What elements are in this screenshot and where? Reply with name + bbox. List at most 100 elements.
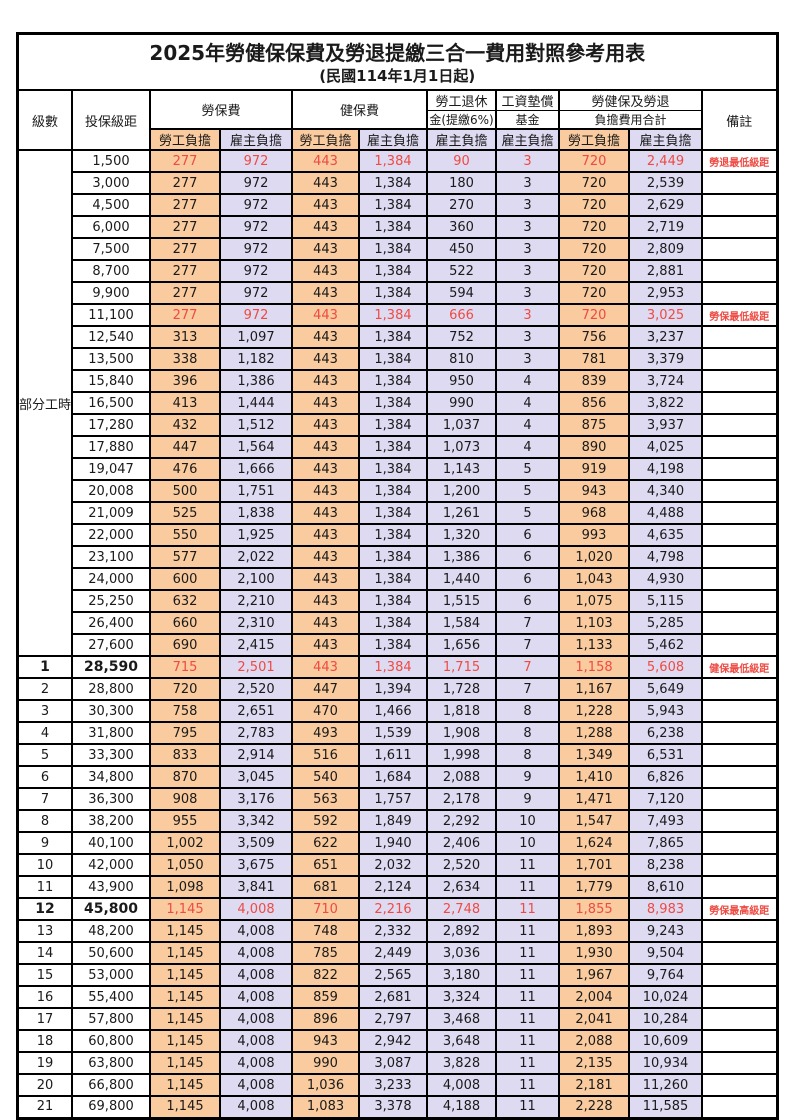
fee-cell: 690 bbox=[149, 633, 222, 657]
table-row: 18 60,800 1,145 4,008 943 2,942 3,648 11 2,088 10… bbox=[16, 1029, 779, 1053]
fee-cell: 5 bbox=[495, 501, 561, 525]
bracket-cell: 60,800 bbox=[71, 1029, 152, 1053]
fee-cell: 443 bbox=[291, 281, 361, 305]
fee-cell: 476 bbox=[149, 457, 222, 481]
fee-cell: 1,384 bbox=[358, 171, 429, 195]
fee-cell: 870 bbox=[149, 765, 222, 789]
remark-cell bbox=[701, 853, 779, 877]
level-cell: 1 bbox=[16, 655, 74, 679]
fee-cell: 7,493 bbox=[628, 809, 704, 833]
fee-cell: 1,145 bbox=[149, 941, 222, 965]
fee-cell: 1,075 bbox=[558, 589, 631, 613]
fee-cell: 277 bbox=[149, 281, 222, 305]
fee-cell: 522 bbox=[426, 259, 498, 283]
part-time-span-cell: 部分工時 bbox=[16, 149, 74, 657]
fee-cell: 3,509 bbox=[219, 831, 294, 855]
fee-cell: 651 bbox=[291, 853, 361, 877]
fee-cell: 2,449 bbox=[628, 149, 704, 173]
fee-cell: 3,379 bbox=[628, 347, 704, 371]
fee-cell: 1,145 bbox=[149, 1095, 222, 1119]
fee-cell: 666 bbox=[426, 303, 498, 327]
fee-cell: 443 bbox=[291, 457, 361, 481]
fee-cell: 2,088 bbox=[558, 1029, 631, 1053]
fee-cell: 4,798 bbox=[628, 545, 704, 569]
fee-cell: 443 bbox=[291, 545, 361, 569]
fee-cell: 1,384 bbox=[358, 435, 429, 459]
fee-cell: 2,178 bbox=[426, 787, 498, 811]
fee-cell: 11 bbox=[495, 1007, 561, 1031]
fee-cell: 3 bbox=[495, 215, 561, 239]
fee-cell: 443 bbox=[291, 259, 361, 283]
fee-cell: 277 bbox=[149, 149, 222, 173]
fee-cell: 1,410 bbox=[558, 765, 631, 789]
fee-cell: 1,384 bbox=[358, 655, 429, 679]
col-header-fund-line2: 基金 bbox=[495, 110, 561, 130]
bracket-cell: 43,900 bbox=[71, 875, 152, 899]
fee-cell: 5,649 bbox=[628, 677, 704, 701]
level-cell: 5 bbox=[16, 743, 74, 767]
fee-cell: 270 bbox=[426, 193, 498, 217]
fee-cell: 1,145 bbox=[149, 1029, 222, 1053]
table-row: 13,500 338 1,182 443 1,384 810 3 781 3,379 bbox=[18, 347, 779, 371]
fee-cell: 972 bbox=[219, 281, 294, 305]
fee-cell: 3 bbox=[495, 347, 561, 371]
fee-cell: 993 bbox=[558, 523, 631, 547]
fee-cell: 1,002 bbox=[149, 831, 222, 855]
table-row: 15 53,000 1,145 4,008 822 2,565 3,180 11 1,967 9,… bbox=[16, 963, 779, 987]
fee-cell: 5,943 bbox=[628, 699, 704, 723]
remark-cell bbox=[701, 171, 779, 195]
remark-cell: 勞保最低級距 bbox=[701, 303, 779, 327]
remark-cell bbox=[701, 325, 779, 349]
fee-cell: 2,216 bbox=[358, 897, 429, 921]
fee-cell: 2,041 bbox=[558, 1007, 631, 1031]
fee-cell: 600 bbox=[149, 567, 222, 591]
fee-cell: 756 bbox=[558, 325, 631, 349]
fee-cell: 1,998 bbox=[426, 743, 498, 767]
fee-cell: 7,865 bbox=[628, 831, 704, 855]
fee-cell: 1,384 bbox=[358, 589, 429, 613]
fee-cell: 550 bbox=[149, 523, 222, 547]
bracket-cell: 30,300 bbox=[71, 699, 152, 723]
fee-cell: 10 bbox=[495, 809, 561, 833]
fee-reference-table: 2025年勞健保保費及勞退提繳三合一費用對照參考用表 (民國114年1月1日起)… bbox=[16, 32, 779, 1120]
fee-cell: 1,611 bbox=[358, 743, 429, 767]
fee-cell: 277 bbox=[149, 171, 222, 195]
table-row: 19,047 476 1,666 443 1,384 1,143 5 919 4,198 bbox=[18, 457, 779, 481]
fee-cell: 1,394 bbox=[358, 677, 429, 701]
fee-cell: 2,942 bbox=[358, 1029, 429, 1053]
fee-cell: 4,008 bbox=[219, 1029, 294, 1053]
fee-cell: 443 bbox=[291, 369, 361, 393]
table-row: 11 43,900 1,098 3,841 681 2,124 2,634 11 1,779 8,… bbox=[16, 875, 779, 899]
fee-cell: 1,539 bbox=[358, 721, 429, 745]
fee-cell: 2,210 bbox=[219, 589, 294, 613]
fee-cell: 9,504 bbox=[628, 941, 704, 965]
fee-cell: 5,115 bbox=[628, 589, 704, 613]
bracket-cell: 69,800 bbox=[71, 1095, 152, 1119]
fee-cell: 3,036 bbox=[426, 941, 498, 965]
fee-cell: 443 bbox=[291, 567, 361, 591]
table-row: 8,700 277 972 443 1,384 522 3 720 2,881 bbox=[18, 259, 779, 283]
fee-cell: 4,340 bbox=[628, 479, 704, 503]
fee-cell: 1,715 bbox=[426, 655, 498, 679]
fee-cell: 1,384 bbox=[358, 215, 429, 239]
remark-cell: 勞退最低級距 bbox=[701, 149, 779, 173]
remark-cell bbox=[701, 963, 779, 987]
fee-cell: 2,100 bbox=[219, 567, 294, 591]
fee-cell: 2,953 bbox=[628, 281, 704, 305]
fee-cell: 8 bbox=[495, 743, 561, 767]
fee-cell: 1,849 bbox=[358, 809, 429, 833]
fee-cell: 1,384 bbox=[358, 281, 429, 305]
fee-cell: 470 bbox=[291, 699, 361, 723]
bracket-cell: 15,840 bbox=[71, 369, 152, 393]
remark-cell bbox=[701, 479, 779, 503]
fee-cell: 443 bbox=[291, 633, 361, 657]
page-title: 2025年勞健保保費及勞退提繳三合一費用對照參考用表 bbox=[149, 40, 646, 65]
fee-cell: 1,466 bbox=[358, 699, 429, 723]
fee-cell: 4 bbox=[495, 391, 561, 415]
fee-cell: 3,180 bbox=[426, 963, 498, 987]
fee-cell: 4,635 bbox=[628, 523, 704, 547]
fee-cell: 5,462 bbox=[628, 633, 704, 657]
fee-cell: 890 bbox=[558, 435, 631, 459]
remark-cell bbox=[701, 237, 779, 261]
table-row: 24,000 600 2,100 443 1,384 1,440 6 1,043 4,930 bbox=[18, 567, 779, 591]
